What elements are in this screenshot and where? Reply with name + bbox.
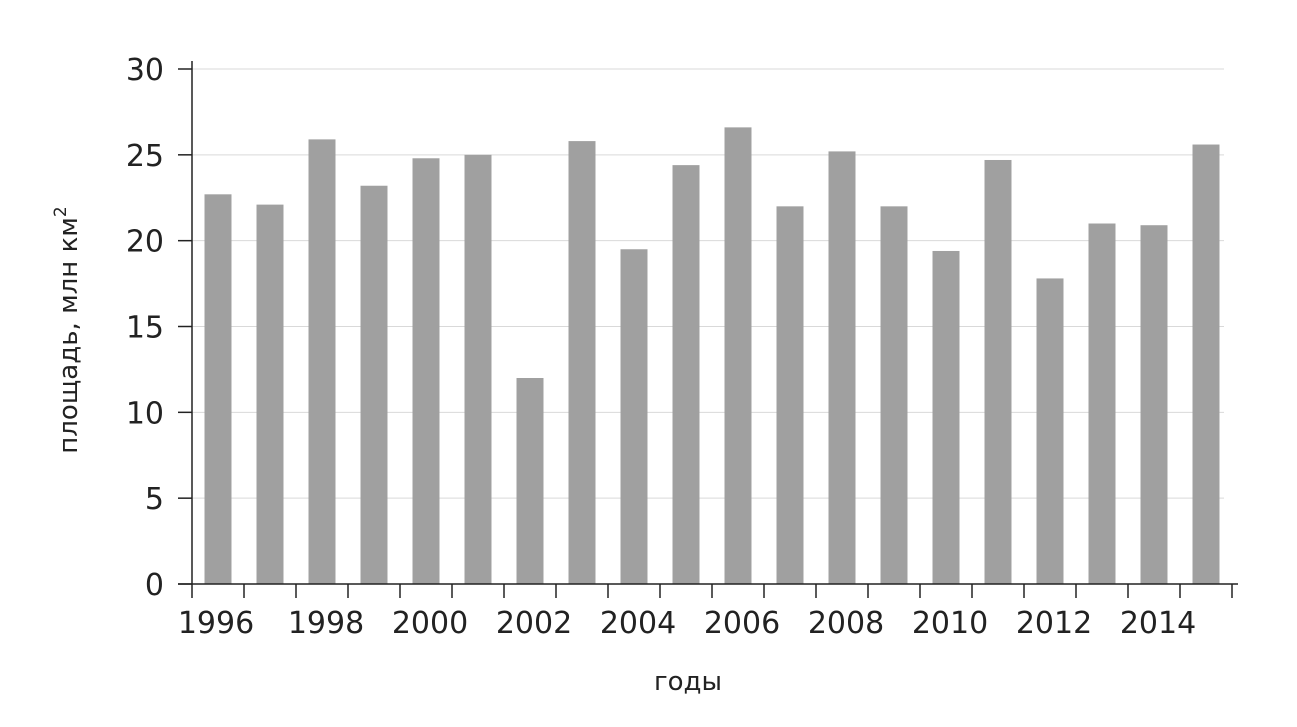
gridlines — [192, 68, 1224, 499]
y-tick-label: 10 — [126, 396, 164, 431]
x-tick-label: 1996 — [178, 606, 254, 641]
bar-2014 — [1140, 225, 1168, 584]
y-tick-label: 25 — [126, 139, 164, 174]
y-axis-label-superscript: 2 — [51, 206, 71, 217]
bar-2010 — [932, 250, 960, 584]
bar-2002 — [516, 378, 544, 584]
y-tick-label: 15 — [126, 311, 164, 346]
y-tick-label: 0 — [145, 568, 164, 603]
y-tick-label: 5 — [145, 482, 164, 517]
x-tick-label: 2002 — [496, 606, 572, 641]
x-tick-label: 2008 — [808, 606, 884, 641]
bar-2013 — [1088, 223, 1116, 584]
bar-2006 — [724, 127, 752, 584]
bar-2015 — [1192, 144, 1220, 585]
x-tick-label: 2006 — [704, 606, 780, 641]
y-tick-label: 20 — [126, 225, 164, 260]
axes — [178, 61, 1238, 598]
bar-1999 — [360, 185, 388, 584]
x-tick-label: 2012 — [1016, 606, 1092, 641]
bar-2007 — [776, 206, 804, 585]
bar-2012 — [1036, 278, 1064, 584]
bar-2011 — [984, 159, 1012, 584]
x-axis-label: годы — [654, 667, 722, 697]
y-axis-label-text: площадь, млн км — [54, 217, 84, 454]
bar-2004 — [620, 249, 648, 584]
x-tick-label: 2014 — [1120, 606, 1196, 641]
bar-2003 — [568, 141, 596, 584]
bar-2005 — [672, 165, 700, 584]
bar-2009 — [880, 206, 908, 585]
x-tick-label: 1998 — [288, 606, 364, 641]
x-tick-label: 2010 — [912, 606, 988, 641]
bar-1998 — [308, 139, 336, 584]
x-tick-labels: 1996 1998 2000 2002 2004 2006 2008 2010 2012 2014 — [178, 606, 1196, 641]
y-tick-label: 30 — [126, 53, 164, 88]
bar-1997 — [256, 204, 284, 584]
x-tick-label: 2004 — [600, 606, 676, 641]
bar-2008 — [828, 151, 856, 584]
bar-2000 — [412, 158, 440, 584]
x-tick-label: 2000 — [392, 606, 468, 641]
y-tick-labels: 0 5 10 15 20 25 30 — [126, 53, 164, 603]
bar-2001 — [464, 154, 492, 585]
bar-1996 — [204, 194, 232, 585]
y-axis-label: площадь, млн км2 — [51, 206, 84, 453]
bars — [204, 127, 1220, 585]
